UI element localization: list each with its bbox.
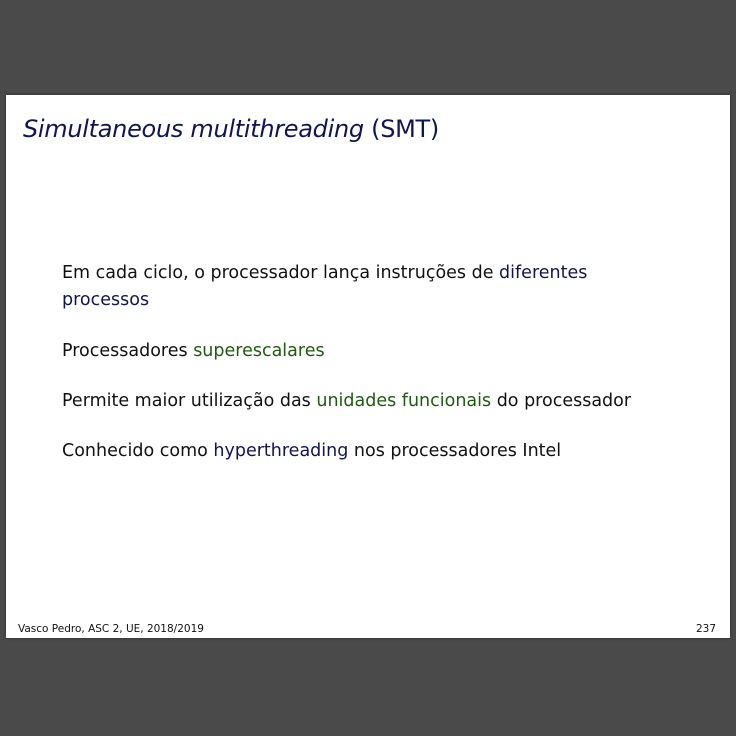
footer-page-number: 237 <box>695 623 716 635</box>
list-item: Em cada ciclo, o processador lança instr… <box>62 260 662 314</box>
footer-author-info: Vasco Pedro, ASC 2, UE, 2018/2019 <box>18 623 204 635</box>
item-highlight: hyperthreading <box>213 441 349 461</box>
item-text-after: nos processadores Intel <box>348 441 562 461</box>
item-highlight: unidades funcionais <box>316 391 492 411</box>
slide-title: Simultaneous multithreading (SMT) <box>23 115 439 143</box>
item-highlight: superescalares <box>193 341 325 361</box>
list-item: Processadores superescalares <box>62 338 662 365</box>
slide-page: Simultaneous multithreading (SMT) Em cad… <box>6 95 730 638</box>
item-text-after: do processador <box>491 391 632 411</box>
list-item: Permite maior utilização das unidades fu… <box>62 388 662 415</box>
list-item: Conhecido como hyperthreading nos proces… <box>62 438 662 465</box>
item-text: Conhecido como <box>62 441 214 461</box>
slide-title-rest: (SMT) <box>363 115 439 143</box>
slide-body-list: Em cada ciclo, o processador lança instr… <box>62 260 662 488</box>
item-text: Processadores <box>62 341 194 361</box>
item-text: Permite maior utilização das <box>62 391 317 411</box>
slide-title-emphasis: Simultaneous multithreading <box>23 115 364 143</box>
item-text: Em cada ciclo, o processador lança instr… <box>62 263 500 283</box>
item-highlight: diferentes processos <box>62 263 588 310</box>
